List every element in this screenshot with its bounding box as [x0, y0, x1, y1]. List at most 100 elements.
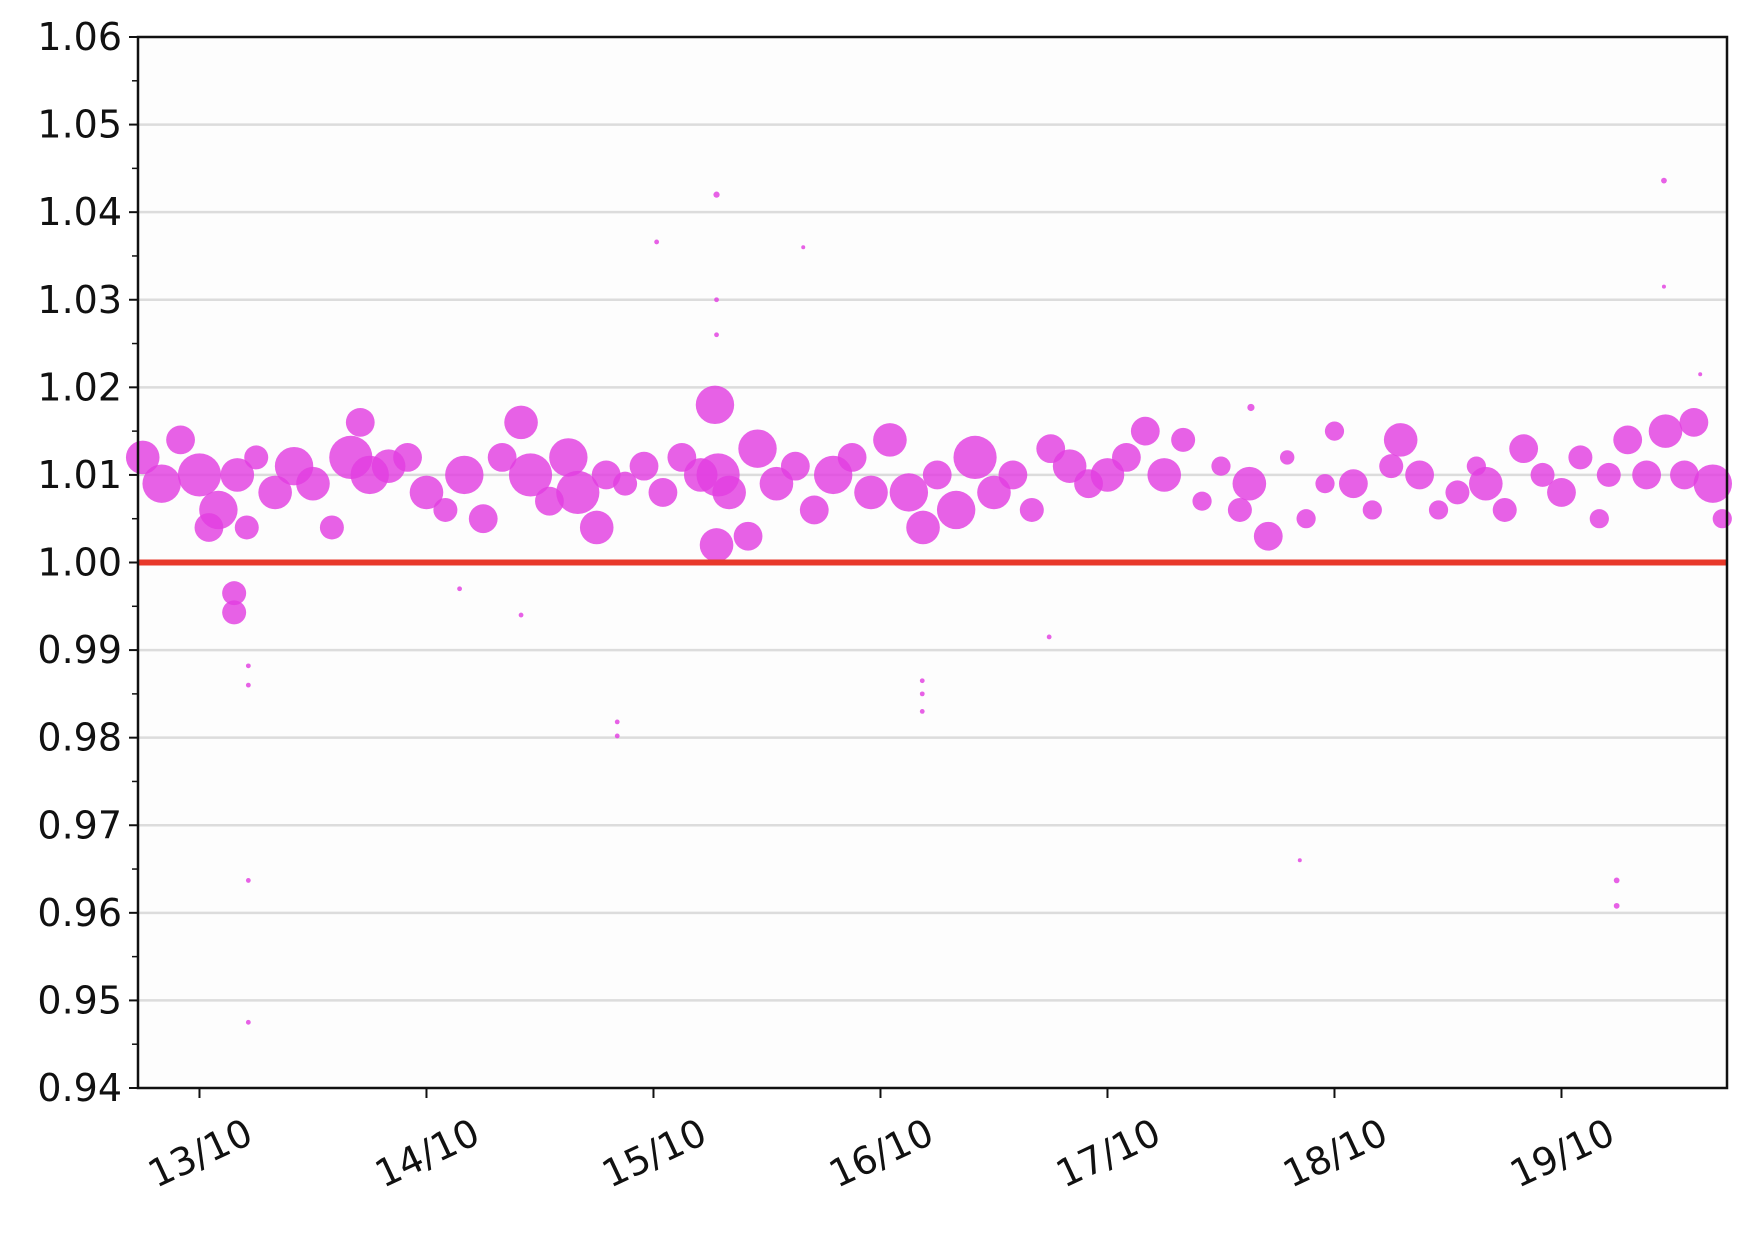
- data-point: [1279, 450, 1295, 465]
- data-point: [244, 445, 269, 470]
- x-axis: 13/10 14/10 15/10 16/10 17/10 18/10 19/10: [141, 1088, 1621, 1196]
- data-point: [1324, 421, 1345, 441]
- data-point: [919, 708, 925, 714]
- data-point: [556, 470, 600, 515]
- y-tick-label: 1.05: [37, 103, 122, 147]
- x-tick-label: 16/10: [822, 1110, 940, 1196]
- data-point: [614, 719, 620, 725]
- data-point: [854, 475, 888, 510]
- gridlines: [138, 123, 1727, 1002]
- data-point: [245, 682, 251, 688]
- data-point: [613, 471, 638, 496]
- data-point: [1613, 877, 1620, 884]
- data-point: [457, 586, 462, 592]
- x-tick-label: 13/10: [141, 1110, 259, 1196]
- data-point: [919, 678, 925, 684]
- data-point: [1253, 521, 1283, 551]
- data-point: [1670, 460, 1699, 490]
- data-point: [1568, 445, 1593, 470]
- data-point: [953, 435, 997, 479]
- data-point: [549, 438, 588, 477]
- data-point: [654, 239, 660, 245]
- data-point: [508, 453, 553, 497]
- y-tick-label: 1.00: [37, 541, 122, 585]
- data-point: [1613, 425, 1643, 455]
- data-point: [1712, 509, 1732, 529]
- data-point: [922, 460, 952, 490]
- data-point: [1211, 456, 1231, 476]
- data-point: [699, 528, 734, 562]
- data-point: [1596, 462, 1621, 487]
- data-point: [345, 407, 375, 437]
- data-point: [889, 473, 929, 512]
- y-tick-label: 1.04: [37, 190, 122, 234]
- data-point: [1679, 407, 1709, 437]
- data-point: [1362, 500, 1382, 520]
- data-point: [713, 191, 720, 198]
- data-point: [936, 490, 976, 530]
- data-point: [1589, 509, 1609, 529]
- data-point: [801, 245, 806, 250]
- data-point: [222, 600, 247, 625]
- data-point: [714, 332, 719, 338]
- data-point: [1698, 372, 1703, 377]
- data-point: [1338, 469, 1368, 499]
- data-point: [1445, 480, 1470, 505]
- y-tick-label: 0.95: [37, 978, 122, 1022]
- data-point: [1547, 478, 1576, 507]
- data-point: [409, 475, 444, 510]
- x-tick-label: 15/10: [595, 1110, 713, 1196]
- y-tick-label: 0.97: [37, 803, 122, 847]
- data-point: [1111, 443, 1141, 472]
- data-point: [614, 733, 620, 739]
- data-point: [1315, 474, 1335, 494]
- data-point: [1530, 462, 1555, 487]
- data-point: [1019, 497, 1044, 522]
- data-point: [245, 878, 251, 883]
- data-point: [1232, 466, 1267, 501]
- data-point: [1632, 460, 1662, 490]
- data-point: [1171, 427, 1196, 452]
- data-point: [319, 515, 344, 540]
- data-point: [648, 478, 678, 507]
- data-point: [733, 521, 763, 551]
- data-points: [125, 177, 1733, 1025]
- data-point: [1613, 902, 1620, 909]
- y-tick-label: 0.98: [37, 716, 122, 760]
- data-point: [433, 497, 458, 522]
- data-point: [695, 385, 735, 425]
- data-point: [1492, 497, 1517, 522]
- data-point: [258, 475, 292, 510]
- data-point: [199, 490, 238, 530]
- data-point: [1383, 423, 1418, 457]
- data-point: [222, 581, 247, 606]
- y-tick-label: 0.94: [37, 1066, 122, 1110]
- data-point: [166, 425, 195, 455]
- data-point: [873, 423, 907, 457]
- data-point: [1227, 497, 1252, 522]
- data-point: [125, 440, 160, 475]
- data-point: [177, 453, 222, 497]
- data-point: [142, 464, 181, 503]
- y-tick-label: 0.99: [37, 628, 122, 672]
- data-point: [1509, 434, 1539, 464]
- y-axis: 0.94 0.95 0.96 0.97 0.98 0.99 1.00 1.01 1.02 1.03…: [37, 15, 138, 1110]
- data-point: [579, 510, 614, 545]
- data-point: [393, 443, 422, 472]
- data-point: [1192, 491, 1212, 511]
- x-tick-label: 14/10: [368, 1110, 486, 1196]
- data-point: [799, 495, 829, 525]
- data-point: [1693, 464, 1733, 503]
- data-point: [906, 510, 940, 545]
- data-point: [1296, 509, 1316, 529]
- data-point: [245, 1019, 251, 1025]
- data-point: [1147, 458, 1182, 492]
- data-point: [629, 451, 659, 481]
- data-point: [1046, 634, 1052, 640]
- data-point: [296, 466, 330, 501]
- data-point: [468, 504, 498, 534]
- y-tick-label: 1.02: [37, 365, 122, 409]
- data-point: [445, 455, 484, 495]
- data-point: [1379, 454, 1404, 479]
